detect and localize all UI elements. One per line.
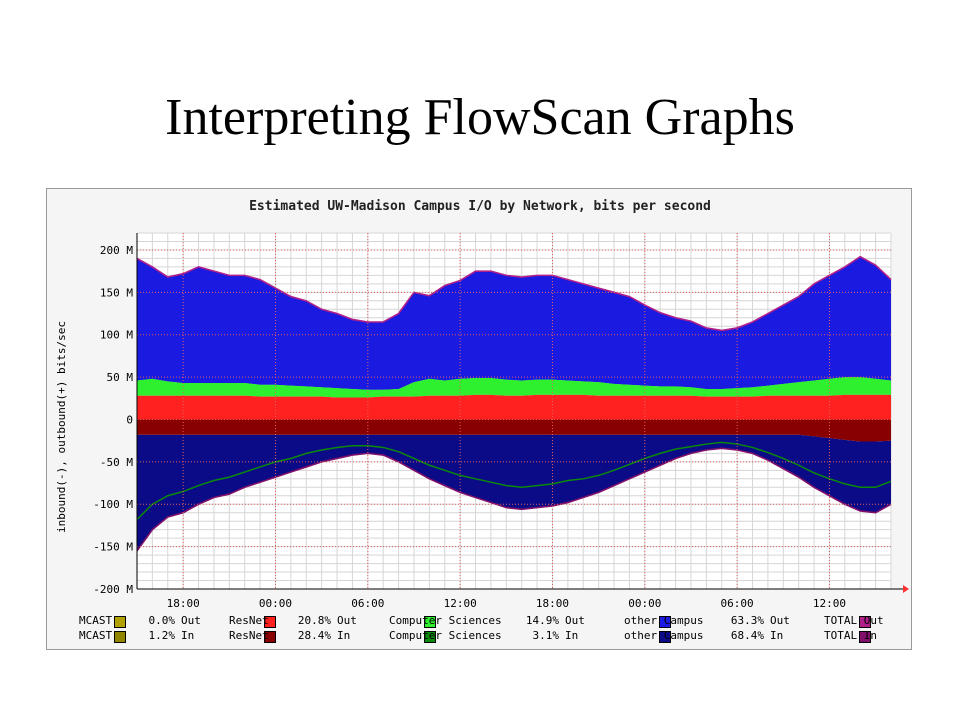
x-tick-label: 00:00 [259, 597, 292, 610]
legend-name: other Campus [624, 614, 704, 627]
y-tick-label: 50 M [107, 371, 134, 384]
y-tick-label: 200 M [100, 244, 133, 257]
legend-pct: 20.8% [297, 614, 331, 627]
legend-swatch [858, 631, 871, 643]
legend-row-in: MCAST 1.2% In ResNet 28.4% In Computer S… [61, 629, 911, 644]
legend-dir: Out [337, 614, 357, 627]
flowscan-graph: 200 M 150 M 100 M 50 M 0 -50 M -100 M -150 M -20… [46, 188, 912, 650]
legend-pct: 14.9% [525, 614, 559, 627]
legend-name: ResNet [229, 629, 269, 642]
legend-item: TOTAL Out [806, 614, 906, 629]
line-computer-sciences-in [136, 441, 892, 521]
y-tick-label: -150 M [93, 541, 133, 554]
legend-name: TOTAL In [824, 629, 877, 642]
legend-swatch [658, 631, 671, 643]
chart-title: Estimated UW-Madison Campus I/O by Netwo… [249, 199, 711, 214]
legend-swatch [423, 616, 436, 628]
area-computer-sciences-out [137, 377, 891, 398]
y-tick-label: 100 M [100, 329, 133, 342]
legend-item: Computer Sciences 14.9% Out [371, 614, 596, 629]
legend-pct: 28.4% [297, 629, 331, 642]
y-tick-label: 0 [126, 413, 133, 426]
legend-item: ResNet 28.4% In [211, 629, 371, 644]
x-axis-arrow [903, 585, 909, 593]
legend-pct: 3.1% [532, 629, 560, 642]
y-axis-label: inbound(-), outbound(+) bits/sec [55, 321, 68, 533]
x-tick-label: 18:00 [167, 597, 200, 610]
legend-pct: 68.4% [730, 629, 764, 642]
legend-name: MCAST [79, 629, 113, 642]
legend-dir: Out [770, 614, 790, 627]
x-tick-label: 06:00 [351, 597, 384, 610]
legend-item: Computer Sciences 3.1% In [371, 629, 596, 644]
legend-pct: 0.0% [148, 614, 176, 627]
legend-dir: In [337, 629, 351, 642]
slide-title: Interpreting FlowScan Graphs [165, 89, 795, 146]
legend-name: other Campus [624, 629, 704, 642]
x-tick-label: 12:00 [813, 597, 846, 610]
legend-name: Computer Sciences [389, 614, 502, 627]
legend-name: TOTAL Out [824, 614, 884, 627]
area-other-campus-out [137, 296, 891, 390]
legend-item: other Campus 68.4% In [606, 629, 806, 644]
legend-item: MCAST 0.0% Out [61, 614, 211, 629]
y-tick-label: 150 M [100, 286, 133, 299]
legend-pct: 1.2% [148, 629, 176, 642]
legend-dir: Out [565, 614, 585, 627]
y-axis-label-text: inbound(-), outbound(+) bits/sec [55, 321, 68, 533]
line-total-out [136, 255, 892, 332]
legend-dir: In [565, 629, 579, 642]
y-tick-label: -100 M [93, 498, 133, 511]
legend-item: ResNet 20.8% Out [211, 614, 371, 629]
legend: MCAST 0.0% Out ResNet 20.8% Out Computer… [47, 614, 913, 647]
x-tick-label: 18:00 [536, 597, 569, 610]
legend-pct: 63.3% [730, 614, 764, 627]
y-tick-label: -50 M [100, 456, 133, 469]
legend-swatch [113, 631, 126, 643]
legend-name: Computer Sciences [389, 629, 502, 642]
legend-item: TOTAL In [806, 629, 906, 644]
legend-dir: In [770, 629, 784, 642]
legend-dir: Out [181, 614, 201, 627]
y-tick-label: -200 M [93, 583, 133, 596]
legend-name: MCAST [79, 614, 113, 627]
legend-swatch [263, 631, 276, 643]
graph-canvas: 200 M 150 M 100 M 50 M 0 -50 M -100 M -150 M -20… [93, 232, 909, 610]
legend-swatch [658, 616, 671, 628]
x-tick-label: 06:00 [721, 597, 754, 610]
x-tick-label: 00:00 [628, 597, 661, 610]
legend-row-out: MCAST 0.0% Out ResNet 20.8% Out Computer… [61, 614, 911, 629]
legend-name: ResNet [229, 614, 269, 627]
legend-item: MCAST 1.2% In [61, 629, 211, 644]
x-tick-label: 12:00 [444, 597, 477, 610]
area-other-campus-in [137, 434, 891, 551]
legend-item: other Campus 63.3% Out [606, 614, 806, 629]
legend-swatch [113, 616, 126, 628]
line-total-in [136, 447, 892, 552]
legend-swatch [423, 631, 436, 643]
legend-swatch [858, 616, 871, 628]
legend-swatch [263, 616, 276, 628]
area-resnet-in [137, 419, 891, 442]
legend-dir: In [181, 629, 195, 642]
area-resnet-out [137, 394, 891, 420]
